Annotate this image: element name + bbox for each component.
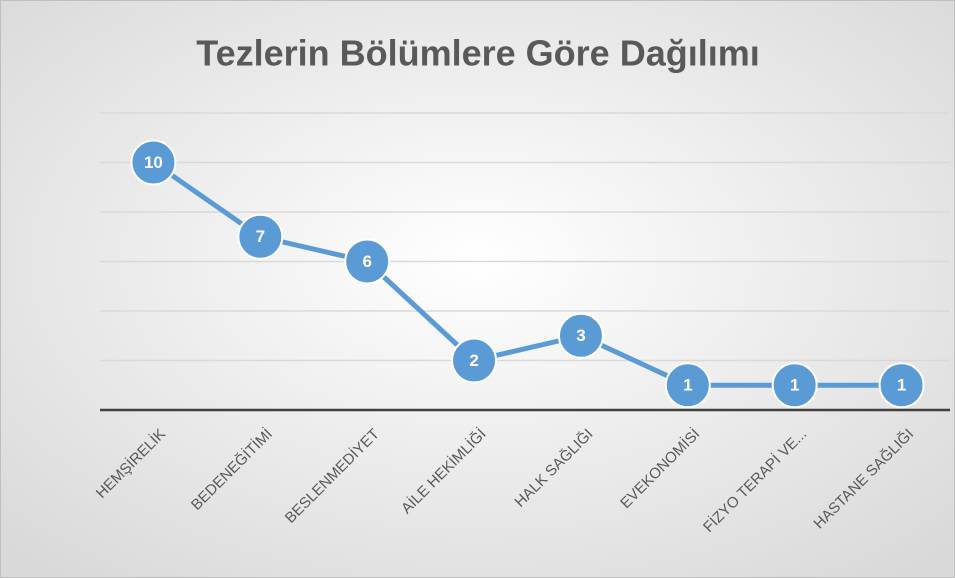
data-label: 2 <box>469 351 478 370</box>
data-label: 7 <box>256 227 265 246</box>
data-point <box>664 362 711 409</box>
data-label: 1 <box>790 376 799 395</box>
data-label: 6 <box>362 252 371 271</box>
data-point <box>130 139 177 186</box>
chart-title: Tezlerin Bölümlere Göre Dağılımı <box>196 33 759 74</box>
data-point <box>771 362 818 409</box>
data-point <box>237 213 284 260</box>
data-point <box>878 362 925 409</box>
data-point <box>451 337 498 384</box>
data-point <box>557 312 604 359</box>
data-label: 10 <box>144 153 163 172</box>
data-label: 3 <box>576 326 585 345</box>
data-label: 1 <box>897 376 906 395</box>
data-label: 1 <box>683 376 692 395</box>
data-point <box>344 238 391 285</box>
